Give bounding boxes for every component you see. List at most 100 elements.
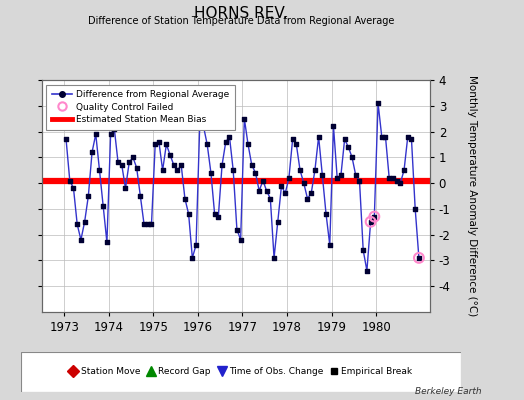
Legend: Difference from Regional Average, Quality Control Failed, Estimated Station Mean: Difference from Regional Average, Qualit…	[47, 84, 235, 130]
Point	[207, 170, 215, 176]
Point	[92, 131, 100, 137]
Point	[311, 167, 319, 174]
Text: HORNS REV.: HORNS REV.	[194, 6, 288, 21]
Point	[296, 167, 304, 174]
Point	[355, 177, 364, 184]
Point	[192, 242, 200, 248]
Text: Berkeley Earth: Berkeley Earth	[416, 387, 482, 396]
Point	[247, 162, 256, 168]
Point	[414, 255, 423, 261]
Point	[303, 195, 312, 202]
Point	[222, 139, 230, 145]
Point	[106, 131, 115, 137]
Point	[263, 188, 271, 194]
Point	[392, 177, 401, 184]
Point	[95, 167, 104, 174]
Y-axis label: Monthly Temperature Anomaly Difference (°C): Monthly Temperature Anomaly Difference (…	[467, 75, 477, 317]
Point	[181, 195, 189, 202]
Point	[292, 141, 301, 148]
Point	[318, 172, 326, 178]
Point	[255, 188, 264, 194]
Point	[173, 167, 182, 174]
Point	[381, 134, 390, 140]
Point	[103, 239, 111, 246]
Text: Difference of Station Temperature Data from Regional Average: Difference of Station Temperature Data f…	[88, 16, 394, 26]
Point	[236, 237, 245, 243]
Point	[314, 134, 323, 140]
Point	[363, 268, 371, 274]
Point	[84, 193, 93, 199]
Point	[389, 175, 397, 181]
Point	[133, 164, 141, 171]
Point	[77, 237, 85, 243]
Point	[352, 172, 360, 178]
Point	[117, 162, 126, 168]
Point	[211, 211, 219, 217]
Point	[341, 136, 349, 142]
Point	[81, 218, 89, 225]
Point	[281, 190, 289, 197]
Point	[407, 136, 416, 142]
Point	[195, 121, 204, 127]
Point	[69, 185, 78, 192]
Point	[274, 218, 282, 225]
FancyBboxPatch shape	[21, 352, 461, 392]
Point	[366, 218, 375, 225]
Point	[259, 177, 267, 184]
Point	[400, 167, 408, 174]
Point	[307, 190, 315, 197]
Point	[403, 134, 412, 140]
Point	[155, 139, 163, 145]
Point	[322, 211, 330, 217]
Point	[62, 136, 70, 142]
Point	[374, 100, 382, 106]
Point	[325, 242, 334, 248]
Point	[114, 159, 122, 166]
Point	[370, 214, 378, 220]
Point	[140, 221, 148, 228]
Point	[66, 177, 74, 184]
Point	[184, 211, 193, 217]
Point	[285, 175, 293, 181]
Point	[333, 175, 342, 181]
Point	[329, 123, 337, 130]
Point	[151, 141, 159, 148]
Point	[348, 154, 356, 160]
Point	[170, 162, 178, 168]
Point	[277, 182, 286, 189]
Point	[99, 203, 107, 210]
Point	[411, 206, 419, 212]
Point	[337, 172, 345, 178]
Point	[162, 141, 170, 148]
Point	[252, 170, 260, 176]
Point	[188, 255, 196, 261]
Point	[225, 134, 234, 140]
Point	[177, 162, 185, 168]
Point	[110, 126, 118, 132]
Point	[229, 167, 237, 174]
Point	[129, 154, 137, 160]
Point	[147, 221, 156, 228]
Legend: Station Move, Record Gap, Time of Obs. Change, Empirical Break: Station Move, Record Gap, Time of Obs. C…	[67, 365, 415, 379]
Point	[144, 221, 152, 228]
Point	[414, 255, 423, 261]
Point	[396, 180, 405, 186]
Point	[125, 159, 134, 166]
Point	[300, 180, 308, 186]
Point	[366, 218, 375, 225]
Point	[199, 123, 208, 130]
Point	[203, 141, 211, 148]
Point	[240, 116, 248, 122]
Point	[121, 185, 129, 192]
Point	[270, 255, 278, 261]
Point	[244, 141, 252, 148]
Point	[166, 152, 174, 158]
Point	[73, 221, 81, 228]
Point	[370, 214, 378, 220]
Point	[288, 136, 297, 142]
Point	[136, 193, 145, 199]
Point	[344, 144, 353, 150]
Point	[233, 226, 241, 233]
Point	[88, 149, 96, 155]
Point	[158, 167, 167, 174]
